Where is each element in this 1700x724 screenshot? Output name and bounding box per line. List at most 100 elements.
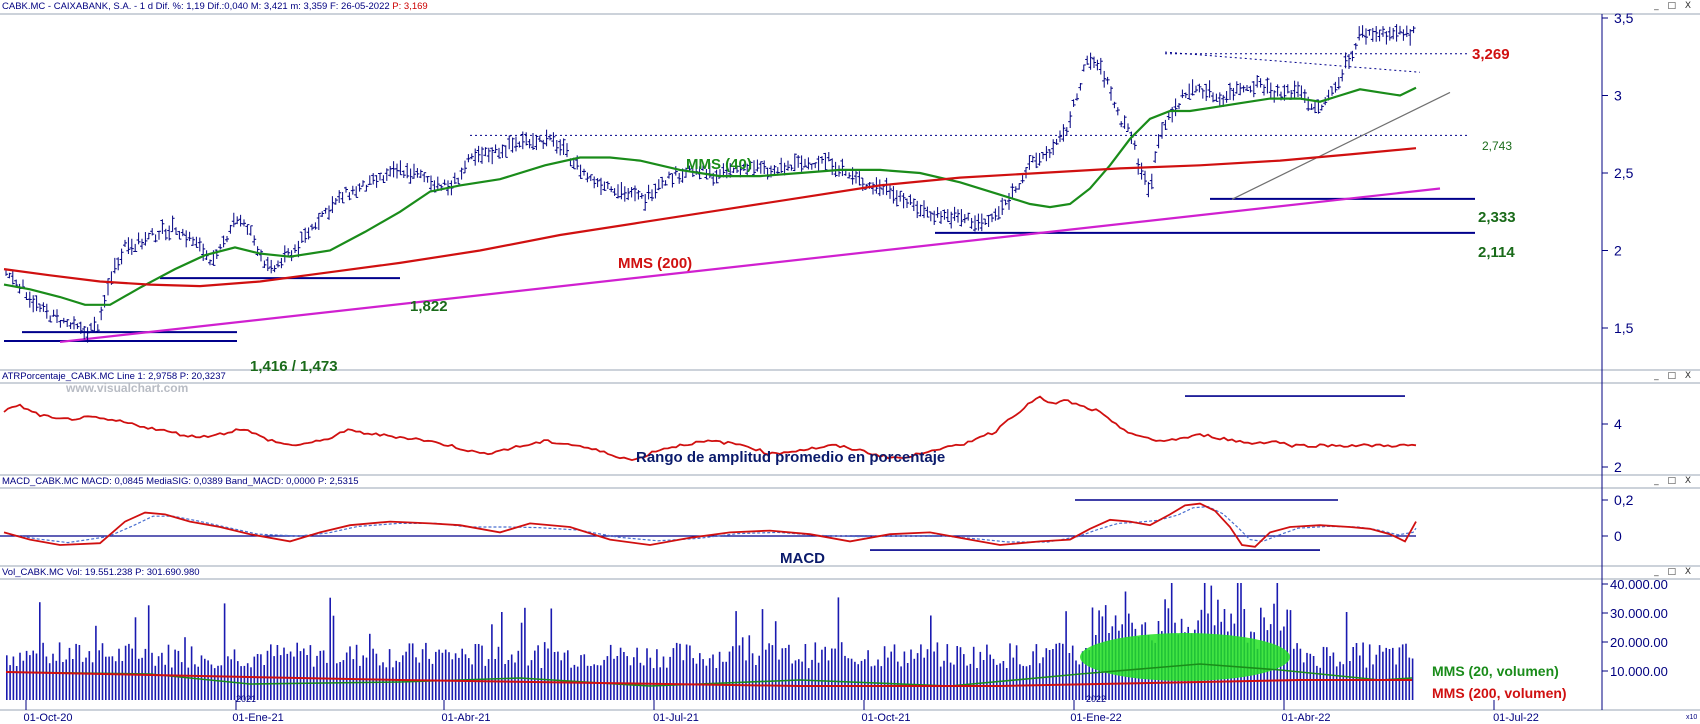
- volume-bar: [1256, 648, 1259, 700]
- volume-bar: [877, 659, 879, 700]
- volume-bar: [448, 652, 450, 700]
- x-axis-label: 01-Abr-22: [1282, 712, 1331, 724]
- level-2743-label: 2,743: [1482, 139, 1512, 153]
- atr-line: [3, 395, 1417, 462]
- volume-bar: [497, 646, 500, 700]
- volume-bar: [491, 624, 493, 700]
- volume-bar: [1322, 646, 1325, 700]
- level-1416-label: 1,416 / 1,473: [250, 358, 338, 375]
- volume-bar: [1392, 647, 1394, 700]
- mms200-line: [3, 147, 1417, 288]
- volume-bar: [910, 649, 912, 700]
- volume-bar: [1088, 650, 1090, 700]
- volume-bar: [972, 646, 975, 700]
- volume-bar: [675, 642, 678, 700]
- volume-bar: [233, 649, 236, 700]
- volume-bar: [266, 650, 269, 700]
- x-axis-label: 01-Ene-21: [232, 712, 283, 724]
- macd-window-controls[interactable]: _ □ X: [1654, 476, 1694, 486]
- volume-bar: [854, 661, 856, 700]
- volume-bar: [164, 664, 166, 700]
- volume-bar: [329, 597, 331, 700]
- watermark: www.visualchart.com: [65, 381, 188, 395]
- volume-bar: [827, 660, 830, 700]
- volume-bar: [867, 650, 869, 700]
- volume-bar: [735, 611, 737, 700]
- volume-bar: [840, 642, 843, 700]
- volume-bar: [844, 655, 846, 700]
- volume-bar: [385, 667, 388, 700]
- volume-bar: [9, 665, 11, 700]
- volume-bar: [510, 654, 513, 700]
- volume-bar: [39, 602, 41, 700]
- volume-bar: [22, 660, 25, 700]
- volume-bar: [913, 658, 916, 700]
- volume-bar: [431, 663, 434, 700]
- volume-bar: [603, 659, 605, 700]
- volume-bar: [58, 642, 61, 700]
- volume-bar: [81, 661, 84, 700]
- volume-bar: [220, 665, 223, 700]
- atr-y-tick: 4: [1614, 416, 1622, 432]
- volume-bar: [85, 657, 87, 700]
- volume-bar: [1042, 657, 1044, 700]
- volume-bar: [1009, 643, 1011, 700]
- volume-bar: [781, 648, 784, 700]
- volume-bar: [62, 662, 64, 700]
- volume-bar: [372, 648, 374, 700]
- volume-bar: [319, 650, 322, 700]
- volume-bar: [217, 665, 219, 700]
- volume-bar: [1005, 668, 1008, 700]
- price-window-controls[interactable]: _ □ X: [1654, 1, 1694, 11]
- volume-bar: [751, 653, 754, 700]
- volume-window-controls[interactable]: _ □ X: [1654, 567, 1694, 577]
- atr-window-controls[interactable]: _ □ X: [1654, 371, 1694, 381]
- volume-bar: [1022, 665, 1024, 700]
- volume-bar: [227, 656, 229, 700]
- volume-bar: [29, 655, 31, 700]
- volume-bar: [890, 651, 892, 700]
- atr-y-tick: 2: [1614, 459, 1622, 475]
- volume-bar: [524, 607, 526, 700]
- volume-bar: [619, 647, 622, 700]
- macd-signal-line: [11, 505, 1417, 544]
- volume-bar: [553, 652, 556, 700]
- volume-bar: [916, 653, 919, 700]
- volume-bar: [860, 660, 863, 700]
- volume-bar: [847, 658, 850, 700]
- volume-bar: [699, 653, 701, 700]
- volume-bar: [758, 655, 760, 700]
- volume-bar: [570, 667, 572, 700]
- volume-bar: [1342, 664, 1345, 700]
- volume-bar: [187, 667, 190, 700]
- volume-bar: [1326, 647, 1328, 700]
- macd-line: [3, 502, 1417, 548]
- x-axis-label: 01-Oct-20: [24, 712, 73, 724]
- volume-bar: [197, 666, 199, 700]
- volume-bar: [824, 646, 826, 700]
- volume-highlight-ellipse: [1080, 633, 1290, 681]
- volume-bar: [745, 660, 747, 700]
- volume-bar: [1035, 644, 1038, 700]
- volume-mms20-line: [5, 663, 1413, 687]
- volume-bar: [956, 646, 958, 700]
- volume-bar: [557, 651, 559, 700]
- volume-bar: [415, 657, 417, 700]
- volume-bar: [883, 646, 886, 700]
- volume-bar: [154, 665, 157, 700]
- volume-bar: [147, 605, 150, 700]
- volume-bar: [1385, 647, 1387, 700]
- volume-bar: [474, 644, 477, 700]
- volume-bar: [1332, 652, 1335, 700]
- volume-bar: [520, 622, 523, 700]
- volume-bar: [926, 649, 929, 700]
- volume-bar: [953, 664, 955, 700]
- volume-bar: [1068, 653, 1071, 700]
- volume-bar: [42, 642, 44, 700]
- volume-bar: [151, 652, 153, 700]
- volume-bar: [834, 648, 836, 700]
- volume-bar: [722, 661, 724, 700]
- volume-bar: [633, 657, 635, 700]
- volume-bar: [1316, 665, 1318, 700]
